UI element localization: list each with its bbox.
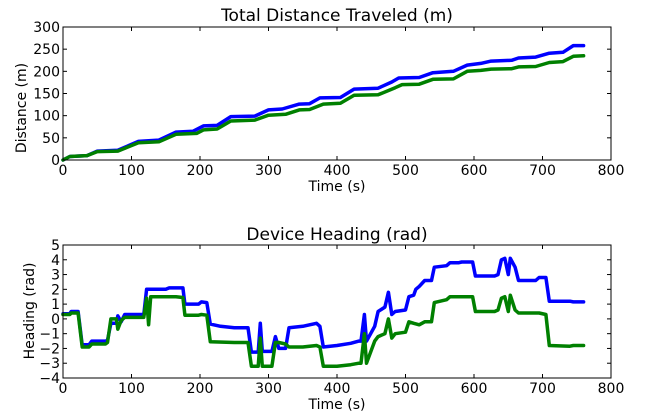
heading-x-tick-label: 300	[255, 381, 282, 397]
distance-plot-ylabel: Distance (m)	[14, 63, 30, 153]
distance-x-tick-label: 0	[59, 163, 68, 179]
heading-y-tick-label: −4	[39, 371, 60, 387]
heading-y-tick-label: 3	[51, 268, 60, 284]
distance-x-tick-label: 600	[461, 163, 488, 179]
heading-x-tick-label: 500	[392, 381, 419, 397]
distance-x-tick-label: 700	[529, 163, 556, 179]
heading-series-1-line	[61, 256, 586, 354]
heading-x-tick-label: 800	[598, 381, 625, 397]
heading-plot-xlabel: Time (s)	[308, 397, 366, 413]
distance-x-tick-label: 500	[392, 163, 419, 179]
distance-series-2-line	[61, 54, 586, 162]
distance-y-tick-label: 50	[42, 131, 60, 147]
heading-plot: Device Heading (rad) Time (s) Heading (r…	[22, 225, 624, 413]
distance-plot: Total Distance Traveled (m) Time (s) Dis…	[14, 6, 624, 195]
heading-x-tick-label: 600	[461, 381, 488, 397]
distance-y-tick-label: 150	[33, 87, 60, 103]
distance-x-tick-label: 300	[255, 163, 282, 179]
heading-y-tick-label: 4	[51, 253, 60, 269]
distance-plot-title: Total Distance Traveled (m)	[220, 6, 453, 26]
heading-y-tick-label: 1	[51, 297, 60, 313]
heading-x-tick-label: 400	[324, 381, 351, 397]
distance-x-tick-label: 100	[118, 163, 145, 179]
distance-x-tick-label: 800	[598, 163, 625, 179]
distance-y-tick-label: 300	[33, 20, 60, 36]
heading-y-tick-label: −3	[39, 356, 60, 372]
distance-y-tick-label: 250	[33, 42, 60, 58]
distance-x-tick-label: 400	[324, 163, 351, 179]
heading-series-2-line	[61, 293, 586, 368]
distance-x-tick-label: 200	[187, 163, 214, 179]
distance-y-tick-label: 100	[33, 109, 60, 125]
heading-x-tick-label: 700	[529, 381, 556, 397]
distance-plot-xlabel: Time (s)	[308, 179, 366, 195]
heading-plot-ylabel: Heading (rad)	[22, 263, 38, 360]
heading-y-tick-label: −2	[39, 341, 60, 357]
heading-y-tick-label: 5	[51, 238, 60, 254]
heading-plot-title: Device Heading (rad)	[246, 225, 427, 245]
distance-y-tick-label: 0	[51, 153, 60, 169]
heading-y-tick-label: −1	[39, 327, 60, 343]
heading-y-tick-label: 2	[51, 282, 60, 298]
heading-x-tick-label: 0	[59, 381, 68, 397]
heading-x-tick-label: 200	[187, 381, 214, 397]
heading-x-tick-label: 100	[118, 381, 145, 397]
distance-y-tick-label: 200	[33, 64, 60, 80]
heading-y-tick-label: 0	[51, 312, 60, 328]
